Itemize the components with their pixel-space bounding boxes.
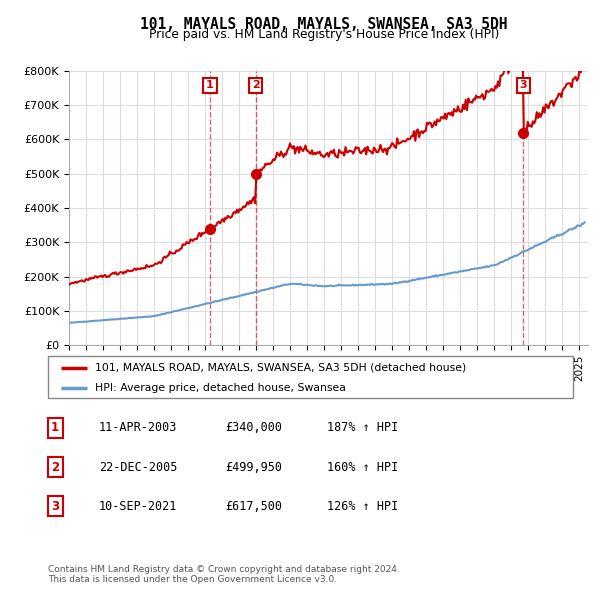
Text: 187% ↑ HPI: 187% ↑ HPI <box>327 421 398 434</box>
Text: 3: 3 <box>520 80 527 90</box>
Text: 2: 2 <box>252 80 260 90</box>
Text: Contains HM Land Registry data © Crown copyright and database right 2024.
This d: Contains HM Land Registry data © Crown c… <box>48 565 400 584</box>
Text: £617,500: £617,500 <box>225 500 282 513</box>
Text: HPI: Average price, detached house, Swansea: HPI: Average price, detached house, Swan… <box>95 383 346 392</box>
Text: 1: 1 <box>51 421 59 434</box>
Text: 126% ↑ HPI: 126% ↑ HPI <box>327 500 398 513</box>
Text: 160% ↑ HPI: 160% ↑ HPI <box>327 461 398 474</box>
Text: 101, MAYALS ROAD, MAYALS, SWANSEA, SA3 5DH (detached house): 101, MAYALS ROAD, MAYALS, SWANSEA, SA3 5… <box>95 363 467 373</box>
Text: 1: 1 <box>206 80 214 90</box>
Text: 11-APR-2003: 11-APR-2003 <box>99 421 178 434</box>
Text: 10-SEP-2021: 10-SEP-2021 <box>99 500 178 513</box>
Text: 22-DEC-2005: 22-DEC-2005 <box>99 461 178 474</box>
Text: 101, MAYALS ROAD, MAYALS, SWANSEA, SA3 5DH: 101, MAYALS ROAD, MAYALS, SWANSEA, SA3 5… <box>140 17 508 31</box>
Text: £499,950: £499,950 <box>225 461 282 474</box>
Text: 3: 3 <box>51 500 59 513</box>
Text: £340,000: £340,000 <box>225 421 282 434</box>
Text: Price paid vs. HM Land Registry's House Price Index (HPI): Price paid vs. HM Land Registry's House … <box>149 28 499 41</box>
Text: 2: 2 <box>51 461 59 474</box>
FancyBboxPatch shape <box>48 356 573 398</box>
